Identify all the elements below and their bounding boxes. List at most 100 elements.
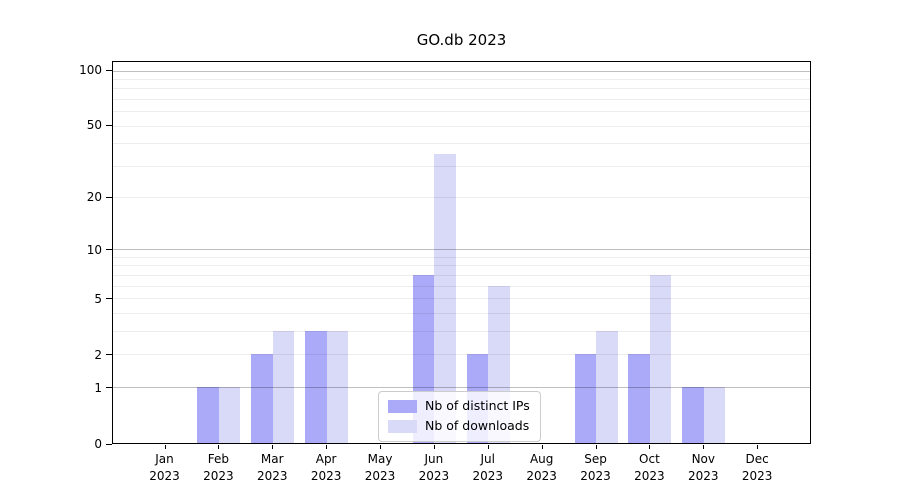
x-tick-mark-nov [703,445,705,449]
gridline-80 [113,88,810,90]
x-tick-month: Nov [691,452,715,466]
y-tick-mark-20 [106,196,112,198]
x-tick-year: 2023 [256,469,288,483]
x-tick-month: Jul [480,452,495,466]
gridline-30 [113,165,810,167]
gridline-4 [113,312,810,314]
x-tick-month: Apr [315,452,337,466]
x-tick-mark-aug [541,445,543,449]
gridline-5 [113,298,810,300]
x-tick-mark-jun [433,445,435,449]
legend-swatch-distinct-ips [388,400,417,413]
bar-nb-of-downloads-jun [434,154,456,443]
gridline-50 [113,125,810,127]
x-tick-month: Jun [424,452,444,466]
legend-label-distinct-ips: Nb of distinct IPs [425,398,530,414]
y-tick-mark-5 [106,298,112,300]
y-tick-label-1: 1 [94,380,102,395]
x-tick-mark-sep [595,445,597,449]
x-tick-year: 2023 [634,469,665,483]
gridline-6 [113,285,810,287]
y-tick-label-2: 2 [94,347,102,362]
gridline-1 [113,386,810,388]
x-tick-year: 2023 [310,469,342,483]
x-tick-label-aug: Aug 2023 [515,451,569,485]
x-tick-label-apr: Apr 2023 [299,451,353,485]
y-tick-mark-10 [106,249,112,251]
x-tick-mark-dec [757,445,759,449]
x-tick-mark-apr [326,445,328,449]
x-tick-label-jul: Jul 2023 [461,451,515,485]
legend-swatch-downloads [388,420,417,433]
legend-label-downloads: Nb of downloads [425,418,530,434]
x-tick-month: Oct [639,452,660,466]
gridline-10 [113,249,810,251]
y-tick-label-10: 10 [86,242,102,257]
x-tick-year: 2023 [149,469,180,483]
y-tick-label-50: 50 [86,118,102,133]
bar-nb-of-distinct-ips-oct [628,354,650,443]
x-tick-mark-jul [487,445,489,449]
bar-nb-of-downloads-mar [272,331,295,443]
x-tick-month: May [367,452,393,466]
gridline-100 [113,70,810,72]
bar-nb-of-distinct-ips-mar [251,354,273,443]
x-tick-label-jan: Jan 2023 [138,451,192,485]
x-tick-label-oct: Oct 2023 [622,451,676,485]
bar-nb-of-distinct-ips-feb [197,387,219,443]
x-tick-mark-oct [649,445,651,449]
x-tick-month: Dec [745,452,769,466]
legend-entry-distinct-ips: Nb of distinct IPs [388,398,530,415]
y-tick-label-100: 100 [79,63,102,78]
y-tick-label-20: 20 [86,190,102,205]
x-tick-year: 2023 [472,469,504,483]
x-tick-year: 2023 [364,469,396,483]
legend: Nb of distinct IPs Nb of downloads [378,391,541,442]
y-tick-label-5: 5 [94,291,102,306]
x-tick-month: Sep [584,452,607,466]
x-tick-year: 2023 [526,469,557,483]
bar-nb-of-downloads-sep [596,331,618,443]
y-tick-label-0: 0 [94,437,102,451]
y-tick-mark-50 [106,124,112,126]
gridline-7 [113,274,810,276]
bar-nb-of-distinct-ips-nov [682,387,704,443]
gridline-70 [113,98,810,100]
x-tick-label-sep: Sep 2023 [569,451,623,485]
legend-entry-downloads: Nb of downloads [388,418,530,435]
gridline-90 [113,78,810,80]
gridline-20 [113,197,810,199]
y-tick-mark-0 [106,443,112,445]
x-tick-year: 2023 [688,469,719,483]
x-tick-month: Jan [155,452,174,466]
plot-area: Nb of distinct IPs Nb of downloads [112,61,811,444]
y-tick-mark-1 [106,387,112,389]
x-tick-label-dec: Dec 2023 [730,451,784,485]
bar-nb-of-downloads-nov [703,387,726,443]
bar-nb-of-distinct-ips-apr [305,331,327,443]
gridline-2 [113,353,810,355]
gridline-60 [113,111,810,113]
x-tick-label-feb: Feb 2023 [191,451,245,485]
y-tick-mark-100 [106,69,112,71]
x-tick-month: Mar [260,452,284,466]
bar-nb-of-downloads-apr [326,331,349,443]
chart-title: GO.db 2023 [416,31,507,49]
x-tick-mark-jan [164,445,166,449]
bar-nb-of-distinct-ips-sep [574,354,597,443]
x-tick-label-may: May 2023 [353,451,407,485]
gridline-8 [113,265,810,267]
x-tick-month: Aug [529,452,554,466]
y-tick-mark-2 [106,354,112,356]
gridline-9 [113,256,810,258]
bar-nb-of-downloads-oct [649,275,672,443]
bar-nb-of-downloads-feb [218,387,241,443]
x-tick-month: Feb [207,452,229,466]
gridline-40 [113,143,810,145]
x-tick-mark-mar [272,445,274,449]
x-tick-mark-feb [218,445,220,449]
x-tick-label-jun: Jun 2023 [407,451,461,485]
gridline-3 [113,330,810,332]
x-tick-year: 2023 [203,469,234,483]
